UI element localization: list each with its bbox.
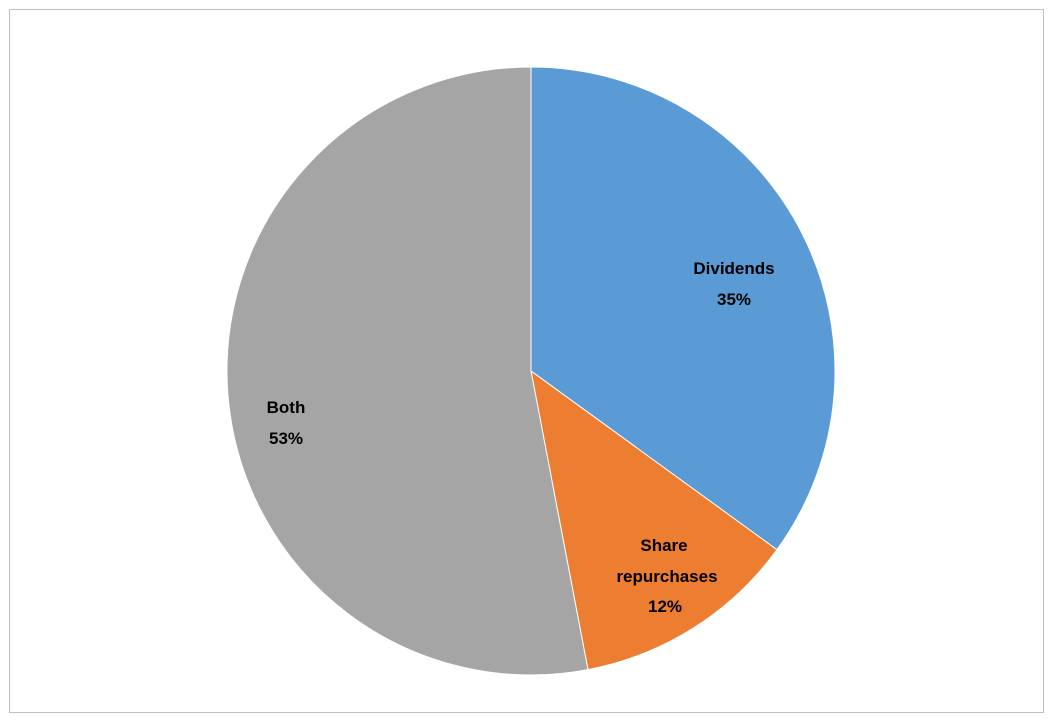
data-label-share-repurchases-name-line2: repurchases	[616, 567, 717, 586]
pie-slice-both	[226, 66, 589, 676]
pie-slice-share-repurchases	[530, 369, 778, 671]
data-label-both-percent: 53%	[269, 429, 303, 448]
pie-data-labels: Dividends 35% Share repurchases 12% Both…	[267, 259, 775, 616]
pie-slices	[226, 66, 836, 676]
data-label-share-repurchases-percent: 12%	[648, 597, 682, 616]
data-label-both-name: Both	[267, 398, 306, 417]
pie-slice-dividends	[530, 66, 836, 551]
data-label-share-repurchases-name-line1: Share	[640, 536, 687, 555]
data-label-dividends-name: Dividends	[693, 259, 774, 278]
data-label-dividends-percent: 35%	[717, 290, 751, 309]
